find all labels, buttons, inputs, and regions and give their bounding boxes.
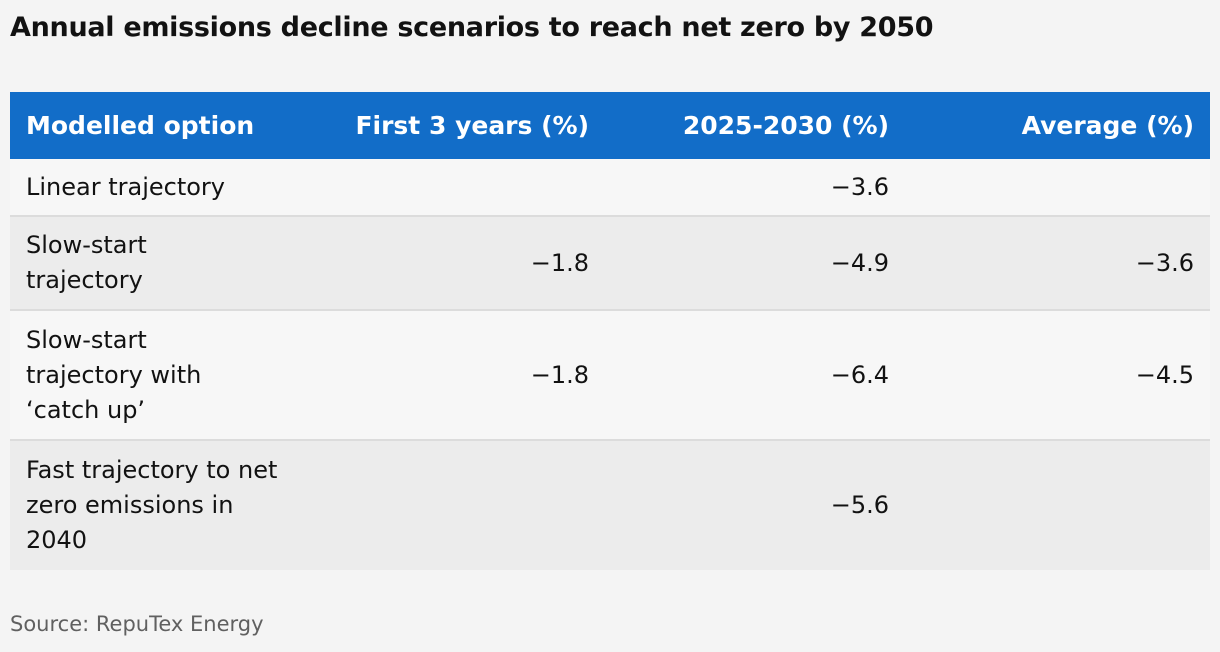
column-header: First 3 years (%): [310, 92, 605, 159]
table-row: Slow-start trajectory with ‘catch up’ −1…: [10, 310, 1210, 440]
average-cell: −3.6: [905, 216, 1210, 310]
y2025-2030-cell: −6.4: [605, 310, 905, 440]
column-header: 2025-2030 (%): [605, 92, 905, 159]
average-cell: [905, 159, 1210, 216]
column-header: Average (%): [905, 92, 1210, 159]
table-row: Fast trajectory to net zero emissions in…: [10, 440, 1210, 570]
column-header: Modelled option: [10, 92, 310, 159]
table-row: Slow-start trajectory −1.8 −4.9 −3.6: [10, 216, 1210, 310]
chart-title: Annual emissions decline scenarios to re…: [10, 12, 934, 43]
first3-cell: −1.8: [310, 216, 605, 310]
option-cell: Fast trajectory to net zero emissions in…: [10, 440, 310, 570]
first3-cell: −1.8: [310, 310, 605, 440]
y2025-2030-cell: −5.6: [605, 440, 905, 570]
average-cell: [905, 440, 1210, 570]
table-row: Linear trajectory −3.6: [10, 159, 1210, 216]
option-cell: Linear trajectory: [10, 159, 310, 216]
emissions-table: Modelled option First 3 years (%) 2025-2…: [10, 92, 1210, 570]
option-cell: Slow-start trajectory with ‘catch up’: [10, 310, 310, 440]
y2025-2030-cell: −4.9: [605, 216, 905, 310]
table-header-row: Modelled option First 3 years (%) 2025-2…: [10, 92, 1210, 159]
first3-cell: [310, 159, 605, 216]
source-note: Source: RepuTex Energy: [10, 612, 264, 636]
y2025-2030-cell: −3.6: [605, 159, 905, 216]
average-cell: −4.5: [905, 310, 1210, 440]
option-cell: Slow-start trajectory: [10, 216, 310, 310]
first3-cell: [310, 440, 605, 570]
